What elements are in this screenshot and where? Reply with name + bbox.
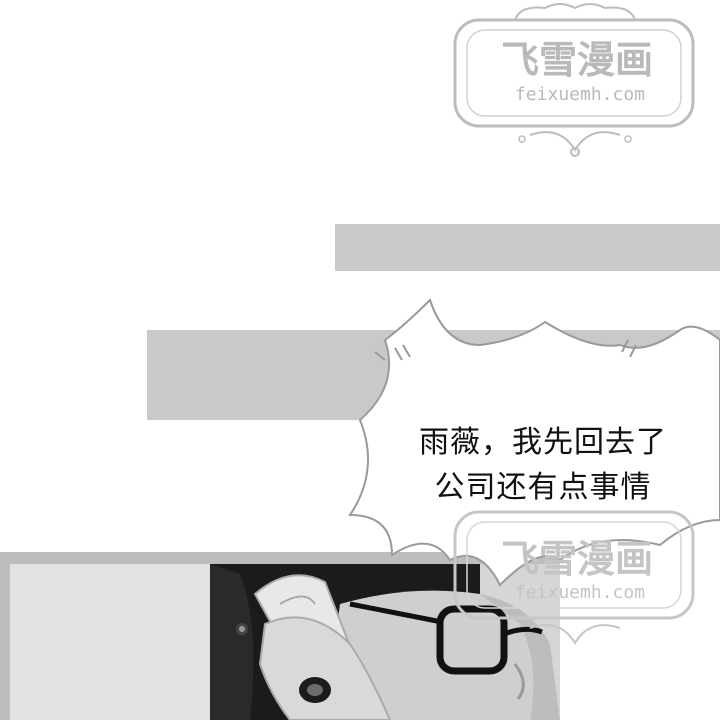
watermark-title: 飞雪漫画 <box>501 38 653 82</box>
glasses-temple <box>349 601 443 625</box>
photo-panel <box>0 552 560 720</box>
woman-on-phone-illustration <box>10 564 560 720</box>
gray-strip-middle <box>147 330 720 420</box>
speech-line-2: 公司还有点事情 <box>434 470 652 505</box>
watermark-frame <box>453 18 695 128</box>
gray-strip-top <box>335 224 720 271</box>
photo-panel-inner <box>10 564 560 720</box>
speech-line-1: 雨薇，我先回去了 <box>419 425 667 460</box>
watermark-url: feixuemh.com <box>515 84 645 105</box>
hand-shape <box>258 616 392 720</box>
face-shape <box>335 590 534 720</box>
speech-bubble-text: 雨薇，我先回去了 公司还有点事情 <box>398 420 688 510</box>
